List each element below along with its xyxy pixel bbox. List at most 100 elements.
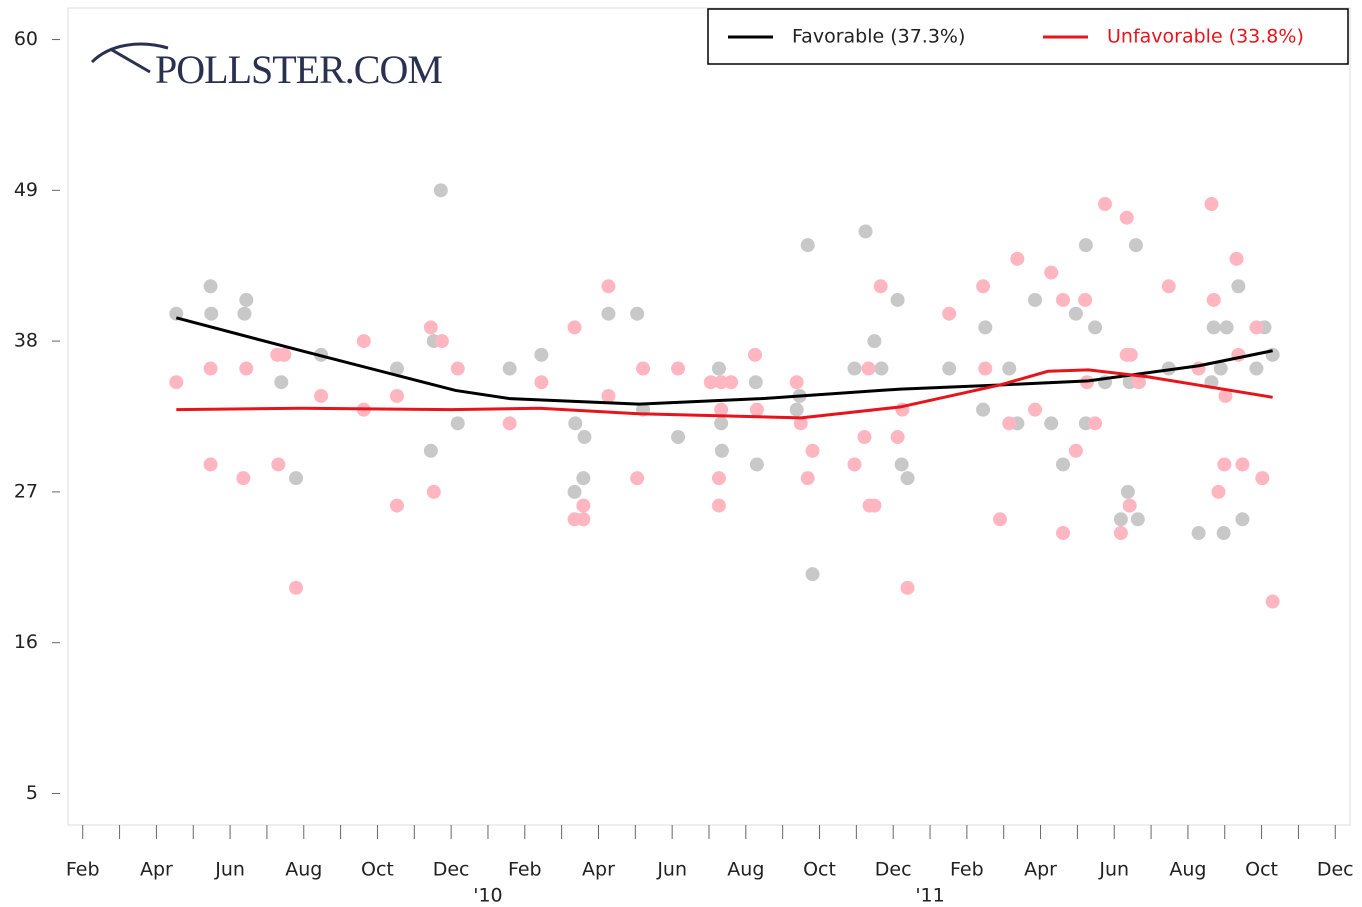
poll-point [1235,457,1250,472]
poll-point [793,416,808,431]
poll-point [423,443,438,458]
y-tick-label: 49 [14,179,38,201]
poll-point [1265,594,1280,609]
x-tick-label: Oct [803,859,836,881]
poll-point [874,361,889,376]
poll-point [703,375,718,390]
poll-point [900,471,915,486]
poll-point [1206,292,1221,307]
poll-point [1056,457,1071,472]
poll-point [1161,279,1176,294]
poll-point [789,402,804,417]
poll-point [274,375,289,390]
x-tick-label: Dec [433,859,470,881]
x-tick-label: Oct [361,859,394,881]
poll-point [1056,526,1071,541]
poll-point [356,334,371,349]
poll-point [314,388,329,403]
poll-point [1002,416,1017,431]
poll-point [1113,512,1128,527]
poll-point [800,471,815,486]
poll-point [1068,306,1083,321]
poll-point [1028,402,1043,417]
x-tick-label: Jun [656,859,687,881]
poll-point [749,457,764,472]
poll-point [1218,388,1233,403]
poll-point [873,279,888,294]
poll-point [204,306,219,321]
poll-point [942,306,957,321]
poll-point [1078,292,1093,307]
x-tick-label: Feb [508,859,542,881]
legend-label: Favorable (37.3%) [792,26,965,48]
y-tick-label: 27 [14,480,38,502]
poll-point [1044,416,1059,431]
poll-point [203,361,218,376]
poll-point [789,375,804,390]
poll-point [1249,320,1264,335]
poll-point [993,512,1008,527]
poll-point [1056,292,1071,307]
x-tick-label: Aug [727,859,764,881]
poll-point [714,443,729,458]
poll-point [976,402,991,417]
legend-box [707,8,1349,65]
x-tick-label: Jun [214,859,245,881]
poll-point [1088,416,1103,431]
poll-point [1122,498,1137,513]
legend-label: Unfavorable (33.8%) [1107,26,1304,48]
poll-point [502,361,517,376]
poll-point [1206,320,1221,335]
poll-point [433,183,448,198]
poll-point [236,471,251,486]
poll-point [1088,320,1103,335]
poll-point [867,498,882,513]
poll-point [450,416,465,431]
poll-point [714,375,729,390]
poll-point [1128,238,1143,253]
poll-point [711,498,726,513]
poll-point [389,388,404,403]
poll-point [805,567,820,582]
poll-point [1229,251,1244,266]
legend: Favorable (37.3%) Unfavorable (33.8%) [707,8,1349,65]
logo: POLLSTER.COM [90,42,443,92]
poll-point [1113,526,1128,541]
x-tick-label: Apr [1024,859,1057,881]
poll-point [858,224,873,239]
poll-point [237,306,252,321]
poll-point [1044,265,1059,280]
poll-point [169,375,184,390]
poll-point [671,430,686,445]
poll-point [1078,238,1093,253]
x-tick-label: Apr [140,859,173,881]
poll-point [1191,526,1206,541]
poll-point [1216,526,1231,541]
poll-point [239,361,254,376]
poll-point [576,512,591,527]
poll-point [576,471,591,486]
poll-point [714,416,729,431]
logo-swoosh [90,42,169,74]
poll-point [942,361,957,376]
poll-point [502,416,517,431]
poll-point [568,416,583,431]
poll-point [1219,320,1234,335]
poll-point [1123,347,1138,362]
poll-point [1249,361,1264,376]
poll-point [576,498,591,513]
x-tick-label: Aug [1169,859,1206,881]
poll-point [1235,512,1250,527]
poll-point [423,320,438,335]
x-tick-label: Dec [1317,859,1354,881]
poll-point [1010,251,1025,266]
poll-point [389,361,404,376]
poll-point [203,279,218,294]
poll-point [577,430,592,445]
poll-point [630,471,645,486]
poll-point [271,457,286,472]
year-label: '11 [915,885,944,907]
x-tick-label: Jun [1098,859,1129,881]
poll-point [601,388,616,403]
